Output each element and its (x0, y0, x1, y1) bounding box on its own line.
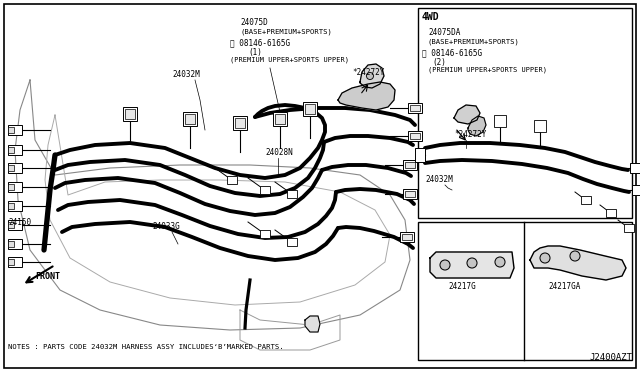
Bar (630, 163, 640, 173)
Polygon shape (305, 316, 320, 332)
Bar (405, 191, 415, 197)
Text: 24033G: 24033G (152, 222, 180, 231)
Text: 24028N: 24028N (265, 148, 292, 157)
Circle shape (570, 251, 580, 261)
Bar (8, 165, 14, 171)
Bar (624, 224, 634, 232)
Bar (410, 105, 420, 111)
Bar (273, 112, 287, 126)
Bar (8, 184, 14, 190)
Text: FRONT: FRONT (35, 272, 60, 281)
Text: Ⓑ 08146-6165G: Ⓑ 08146-6165G (230, 38, 290, 47)
Bar (8, 147, 14, 153)
Text: 24032M: 24032M (172, 70, 200, 79)
Text: NOTES : PARTS CODE 24032M HARNESS ASSY INCLUDES‘B’MARKED PARTS.: NOTES : PARTS CODE 24032M HARNESS ASSY I… (8, 344, 284, 350)
Bar (303, 102, 317, 116)
Bar (418, 8, 632, 218)
Bar (235, 118, 245, 128)
Bar (410, 133, 420, 139)
Text: (PREMIUM UPPER+SPORTS UPPER): (PREMIUM UPPER+SPORTS UPPER) (230, 56, 349, 62)
Circle shape (367, 73, 374, 80)
Text: 24075DA: 24075DA (428, 28, 460, 37)
Text: (1): (1) (248, 48, 262, 57)
Bar (405, 162, 415, 168)
Bar (8, 125, 22, 135)
Bar (8, 201, 22, 211)
Bar (260, 230, 270, 238)
Polygon shape (360, 64, 384, 88)
Text: 24032M: 24032M (425, 175, 452, 184)
Circle shape (467, 258, 477, 268)
Bar (581, 196, 591, 204)
Text: 4WD: 4WD (422, 12, 440, 22)
Text: 24150: 24150 (8, 218, 31, 227)
Bar (227, 176, 237, 184)
Text: (BASE+PREMIUM+SPORTS): (BASE+PREMIUM+SPORTS) (240, 28, 332, 35)
Bar (8, 203, 14, 209)
Bar (415, 148, 425, 162)
Bar (400, 232, 414, 242)
Text: 24217GA: 24217GA (548, 282, 580, 291)
Text: 24217G: 24217G (448, 282, 476, 291)
Circle shape (440, 260, 450, 270)
Circle shape (540, 253, 550, 263)
Polygon shape (468, 116, 486, 136)
Bar (275, 114, 285, 124)
Bar (408, 131, 422, 141)
Text: (BASE+PREMIUM+SPORTS): (BASE+PREMIUM+SPORTS) (428, 38, 520, 45)
Bar (632, 185, 640, 195)
Bar (8, 182, 22, 192)
Bar (8, 259, 14, 265)
Polygon shape (530, 246, 626, 280)
Bar (418, 222, 632, 360)
Polygon shape (454, 105, 480, 124)
Bar (402, 234, 412, 240)
Bar (403, 160, 417, 170)
Bar (123, 107, 137, 121)
Bar (185, 114, 195, 124)
Text: 24075D: 24075D (240, 18, 268, 27)
Bar (8, 257, 22, 267)
Bar (287, 238, 297, 246)
Bar (8, 222, 14, 228)
Text: (2): (2) (432, 58, 446, 67)
Circle shape (495, 257, 505, 267)
Bar (408, 103, 422, 113)
Text: (PREMIUM UPPER+SPORTS UPPER): (PREMIUM UPPER+SPORTS UPPER) (428, 66, 547, 73)
Polygon shape (338, 82, 395, 110)
Bar (287, 190, 297, 198)
Text: *24272Y: *24272Y (454, 130, 486, 139)
Bar (494, 115, 506, 127)
Bar (8, 145, 22, 155)
Text: J2400AZT: J2400AZT (589, 353, 632, 362)
Bar (534, 120, 546, 132)
Bar (8, 163, 22, 173)
Text: Ⓑ 08146-6165G: Ⓑ 08146-6165G (422, 48, 482, 57)
Bar (260, 186, 270, 194)
Bar (8, 239, 22, 249)
Text: *24272Y: *24272Y (352, 68, 385, 77)
Bar (305, 104, 315, 114)
Bar (8, 241, 14, 247)
Polygon shape (430, 252, 514, 278)
Bar (8, 127, 14, 133)
Bar (606, 209, 616, 217)
Bar (183, 112, 197, 126)
Bar (8, 220, 22, 230)
Bar (403, 189, 417, 199)
Bar (125, 109, 135, 119)
Bar (233, 116, 247, 130)
